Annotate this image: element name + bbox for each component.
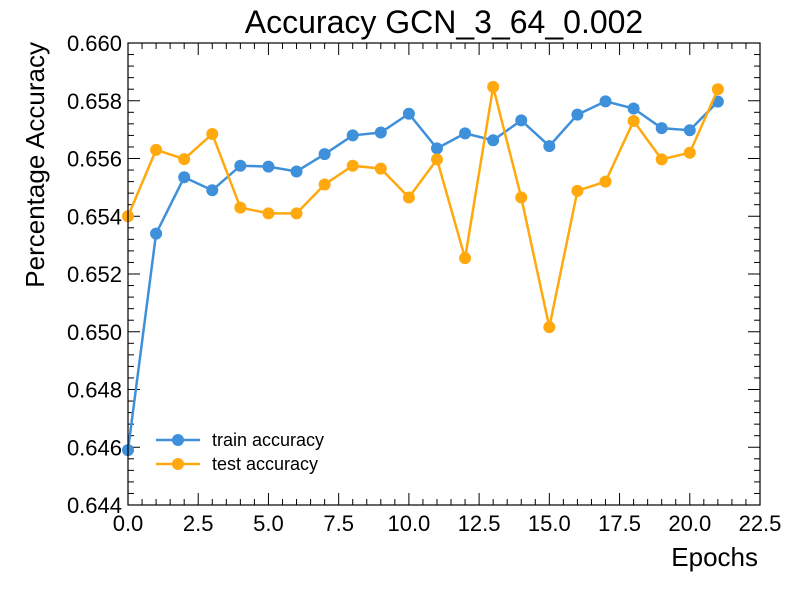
test-accuracy-point <box>627 114 640 127</box>
x-tick-label: 0.0 <box>113 511 144 536</box>
train-accuracy-point <box>402 107 415 120</box>
x-tick-label: 10.0 <box>387 511 430 536</box>
train-accuracy-point <box>206 184 219 197</box>
x-tick-label: 7.5 <box>323 511 354 536</box>
train-accuracy-point <box>487 134 500 147</box>
legend: train accuracy test accuracy <box>156 430 324 474</box>
test-accuracy-point <box>599 175 612 188</box>
train-accuracy-point <box>655 122 668 135</box>
chart-title: Accuracy GCN_3_64_0.002 <box>245 4 643 40</box>
test-accuracy-point <box>487 80 500 93</box>
test-accuracy-point <box>515 191 528 204</box>
axis-ticks: 0.0 2.5 5.0 7.5 10.0 12.5 15.0 17.5 20.0 22.5 0.64… <box>67 31 781 536</box>
y-tick-label: 0.644 <box>67 493 122 518</box>
train-accuracy-point <box>627 102 640 115</box>
test-accuracy-point <box>571 184 584 197</box>
x-tick-label: 20.0 <box>668 511 711 536</box>
y-tick-label: 0.654 <box>67 204 122 229</box>
x-tick-label: 5.0 <box>253 511 284 536</box>
train-accuracy-point <box>459 127 472 140</box>
x-tick-label: 22.5 <box>739 511 782 536</box>
test-accuracy-point <box>150 143 163 156</box>
test-accuracy-legend-marker <box>172 458 184 470</box>
train-accuracy-point <box>683 124 696 137</box>
test-accuracy-point <box>402 191 415 204</box>
test-accuracy-point <box>318 178 331 191</box>
test-accuracy-point <box>430 153 443 166</box>
y-tick-label: 0.650 <box>67 320 122 345</box>
train-accuracy-legend-label: train accuracy <box>212 430 324 450</box>
y-axis-title: Percentage Accuracy <box>20 42 50 288</box>
test-accuracy-point <box>459 252 472 265</box>
x-tick-label: 12.5 <box>458 511 501 536</box>
x-tick-label: 15.0 <box>528 511 571 536</box>
train-accuracy-point <box>430 142 443 155</box>
y-tick-label: 0.658 <box>67 89 122 114</box>
test-accuracy-line <box>126 86 720 328</box>
test-accuracy-point <box>374 162 387 175</box>
train-accuracy-point <box>543 140 556 153</box>
test-accuracy-point <box>290 207 303 220</box>
test-accuracy-point <box>234 201 247 214</box>
train-accuracy-legend-marker <box>172 434 184 446</box>
test-accuracy-point <box>346 159 359 172</box>
plot-frame <box>127 42 761 506</box>
test-accuracy-point <box>683 146 696 159</box>
x-tick-label: 2.5 <box>183 511 214 536</box>
train-accuracy-point <box>262 160 275 173</box>
y-tick-label: 0.660 <box>67 31 122 56</box>
y-tick-label: 0.652 <box>67 262 122 287</box>
train-accuracy-point <box>178 171 191 184</box>
train-accuracy-point <box>318 148 331 161</box>
test-accuracy-point <box>543 321 556 334</box>
test-accuracy-point <box>655 153 668 166</box>
train-accuracy-point <box>599 95 612 108</box>
test-accuracy-point <box>206 127 219 140</box>
test-accuracy-point <box>262 207 275 220</box>
y-tick-label: 0.648 <box>67 378 122 403</box>
x-axis-title: Epochs <box>671 542 758 572</box>
train-accuracy-point <box>290 165 303 178</box>
y-tick-label: 0.646 <box>67 435 122 460</box>
train-accuracy-point <box>374 126 387 139</box>
train-accuracy-point <box>234 159 247 172</box>
test-accuracy-point <box>711 83 724 96</box>
train-accuracy-point <box>150 227 163 240</box>
train-accuracy-point <box>346 129 359 142</box>
test-accuracy-point <box>178 153 191 166</box>
plot-lines <box>122 80 724 457</box>
x-tick-label: 17.5 <box>598 511 641 536</box>
train-accuracy-point <box>515 114 528 127</box>
y-tick-label: 0.656 <box>67 147 122 172</box>
train-accuracy-line <box>126 100 719 451</box>
train-accuracy-point <box>571 108 584 121</box>
test-accuracy-legend-label: test accuracy <box>212 454 318 474</box>
